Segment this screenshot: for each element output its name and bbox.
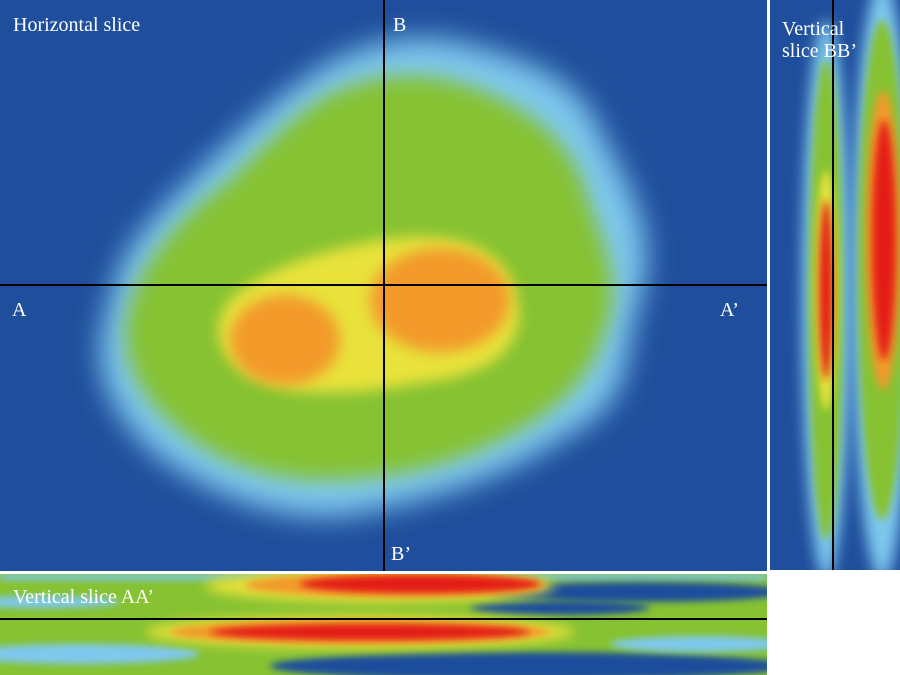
vertical-slice-bb-panel: Vertical slice BB’ <box>770 0 900 570</box>
horizontal-slice-panel: Horizontal slice B B’ A A’ <box>0 0 767 571</box>
vertical-slice-aa-map <box>0 574 767 675</box>
vertical-slice-bb-map <box>770 0 900 570</box>
vertical-slice-aa-panel: Vertical slice AA’ <box>0 574 767 675</box>
core-right <box>370 248 510 352</box>
core-left <box>230 295 340 385</box>
horizontal-slice-map <box>0 0 767 571</box>
